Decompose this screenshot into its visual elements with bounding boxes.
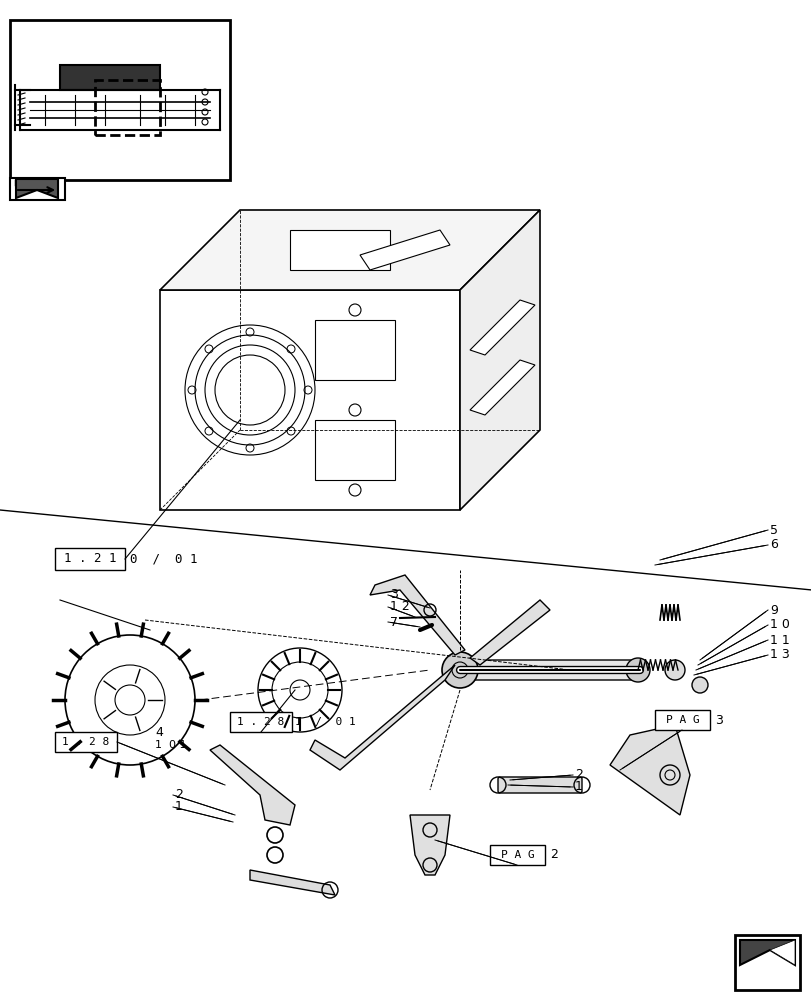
Text: 1 2: 1 2 <box>389 600 410 613</box>
Bar <box>734 935 799 990</box>
Circle shape <box>625 658 649 682</box>
Circle shape <box>441 652 478 688</box>
Polygon shape <box>310 665 454 770</box>
Circle shape <box>664 660 684 680</box>
Text: 1 0: 1 0 <box>769 618 789 632</box>
Text: P A G: P A G <box>665 715 698 725</box>
Text: 1 3: 1 3 <box>769 648 789 662</box>
Polygon shape <box>470 360 534 415</box>
Polygon shape <box>769 940 794 965</box>
Bar <box>315 420 394 480</box>
Text: 9: 9 <box>769 603 777 616</box>
Bar <box>290 230 389 270</box>
Text: 4: 4 <box>155 725 163 738</box>
Bar <box>60 65 160 90</box>
Polygon shape <box>460 210 539 510</box>
Text: 1 . 2 8: 1 . 2 8 <box>62 737 109 747</box>
Text: 1 1: 1 1 <box>769 634 789 646</box>
Text: 1 . 2 1: 1 . 2 1 <box>64 552 116 566</box>
Polygon shape <box>370 575 465 655</box>
Bar <box>10 178 65 200</box>
Text: 2: 2 <box>549 848 557 861</box>
FancyBboxPatch shape <box>457 660 636 680</box>
Text: 1 . 2 8: 1 . 2 8 <box>237 717 285 727</box>
Text: 3: 3 <box>389 588 397 601</box>
Text: 2: 2 <box>574 768 582 782</box>
Text: 5: 5 <box>769 524 777 536</box>
Circle shape <box>691 677 707 693</box>
Text: 1: 1 <box>175 800 182 813</box>
Polygon shape <box>739 940 794 965</box>
Polygon shape <box>470 300 534 355</box>
Bar <box>10 20 230 180</box>
Text: 3: 3 <box>714 713 722 726</box>
Polygon shape <box>359 230 449 270</box>
Polygon shape <box>470 600 549 665</box>
Bar <box>230 712 292 732</box>
Text: 2: 2 <box>175 788 182 801</box>
Text: 7: 7 <box>389 615 397 628</box>
Text: 1  0 1: 1 0 1 <box>155 740 187 750</box>
Text: 0  /  0 1: 0 / 0 1 <box>130 552 197 566</box>
Polygon shape <box>160 290 460 510</box>
Polygon shape <box>609 725 689 815</box>
Bar <box>55 732 117 752</box>
Bar <box>55 548 125 570</box>
Bar <box>489 845 544 865</box>
Polygon shape <box>16 179 58 198</box>
Bar <box>95 80 160 135</box>
Text: P A G: P A G <box>500 850 534 860</box>
Text: 6: 6 <box>769 538 777 552</box>
Text: 1  /  0 1: 1 / 0 1 <box>294 717 355 727</box>
Text: 1: 1 <box>574 780 582 793</box>
Bar <box>654 710 709 730</box>
Polygon shape <box>410 815 449 875</box>
FancyBboxPatch shape <box>497 777 581 793</box>
Bar <box>315 320 394 380</box>
Polygon shape <box>210 745 294 825</box>
Polygon shape <box>250 870 335 895</box>
Polygon shape <box>160 210 539 290</box>
